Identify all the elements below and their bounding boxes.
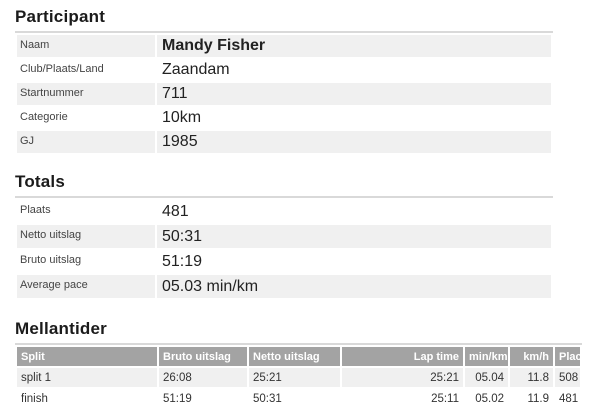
field-value: 05.03 min/km xyxy=(162,277,259,295)
column-header-place: Place xyxy=(555,347,580,366)
split-cell-place: 508 xyxy=(559,371,579,384)
field-value: 50:31 xyxy=(162,227,203,245)
split-cell-bruto: 26:08 xyxy=(163,371,192,384)
splits-table: Split Bruto uitslag Netto uitslag Lap ti… xyxy=(15,345,582,410)
split-cell-netto: 25:21 xyxy=(253,371,282,384)
totals-table: Plaats 481 Netto uitslag 50:31 Bruto uit… xyxy=(15,198,553,300)
section-title-mellantider: Mellantider xyxy=(15,300,582,345)
column-header-netto: Netto uitslag xyxy=(249,347,340,366)
field-label: Average pace xyxy=(20,279,88,291)
field-value: 51:19 xyxy=(162,252,203,270)
split-cell-bruto: 51:19 xyxy=(163,392,192,405)
field-label: Bruto uitslag xyxy=(20,254,82,266)
participant-section: Participant Naam Mandy Fisher Club/Plaat… xyxy=(15,0,553,155)
totals-row-pace: Average pace 05.03 min/km xyxy=(17,275,551,298)
field-label: Naam xyxy=(20,39,50,51)
field-value: 481 xyxy=(162,202,189,220)
totals-row-bruto: Bruto uitslag 51:19 xyxy=(17,250,551,273)
splits-section: Mellantider Split Bruto uitslag Netto ui… xyxy=(15,300,582,410)
field-label: Netto uitslag xyxy=(20,229,82,241)
totals-row-netto: Netto uitslag 50:31 xyxy=(17,225,551,248)
split-cell-kmh: 11.8 xyxy=(527,371,549,384)
participant-row-startnummer: Startnummer 711 xyxy=(17,83,551,105)
section-title-participant: Participant xyxy=(15,0,553,33)
split-cell-kmh: 11.9 xyxy=(527,392,549,405)
participant-row-club: Club/Plaats/Land Zaandam xyxy=(17,59,551,81)
split-cell-name: split 1 xyxy=(21,371,52,384)
field-label: Startnummer xyxy=(20,87,84,99)
column-header-minkm: min/km xyxy=(465,347,508,366)
totals-section: Totals Plaats 481 Netto uitslag 50:31 Br… xyxy=(15,155,553,300)
split-row-1: split 1 26:08 25:21 25:21 05.04 11.8 508 xyxy=(17,368,580,387)
field-label: Categorie xyxy=(20,111,68,123)
field-value: 711 xyxy=(162,85,188,102)
split-cell-name: finish xyxy=(21,392,48,405)
field-value: 10km xyxy=(162,109,202,126)
column-header-bruto: Bruto uitslag xyxy=(159,347,247,366)
field-value-name: Mandy Fisher xyxy=(162,37,266,54)
participant-table: Naam Mandy Fisher Club/Plaats/Land Zaand… xyxy=(15,33,553,155)
split-cell-minkm: 05.02 xyxy=(475,392,504,405)
split-cell-netto: 50:31 xyxy=(253,392,282,405)
totals-row-plaats: Plaats 481 xyxy=(17,200,551,223)
field-label: Plaats xyxy=(20,204,51,216)
field-value: 1985 xyxy=(162,133,198,150)
participant-row-gj: GJ 1985 xyxy=(17,131,551,153)
splits-header-row: Split Bruto uitslag Netto uitslag Lap ti… xyxy=(17,347,580,366)
participant-row-naam: Naam Mandy Fisher xyxy=(17,35,551,57)
split-cell-place: 481 xyxy=(559,392,579,405)
column-header-kmh: km/h xyxy=(510,347,553,366)
section-title-totals: Totals xyxy=(15,155,553,198)
field-label: GJ xyxy=(20,135,35,147)
field-label: Club/Plaats/Land xyxy=(20,63,104,75)
column-header-split: Split xyxy=(17,347,157,366)
split-cell-laptime: 25:21 xyxy=(430,371,459,384)
split-cell-laptime: 25:11 xyxy=(431,392,459,405)
column-header-laptime: Lap time xyxy=(342,347,463,366)
participant-row-categorie: Categorie 10km xyxy=(17,107,551,129)
field-value: Zaandam xyxy=(162,61,230,78)
split-row-finish: finish 51:19 50:31 25:11 05.02 11.9 481 xyxy=(17,389,580,408)
split-cell-minkm: 05.04 xyxy=(475,371,504,384)
